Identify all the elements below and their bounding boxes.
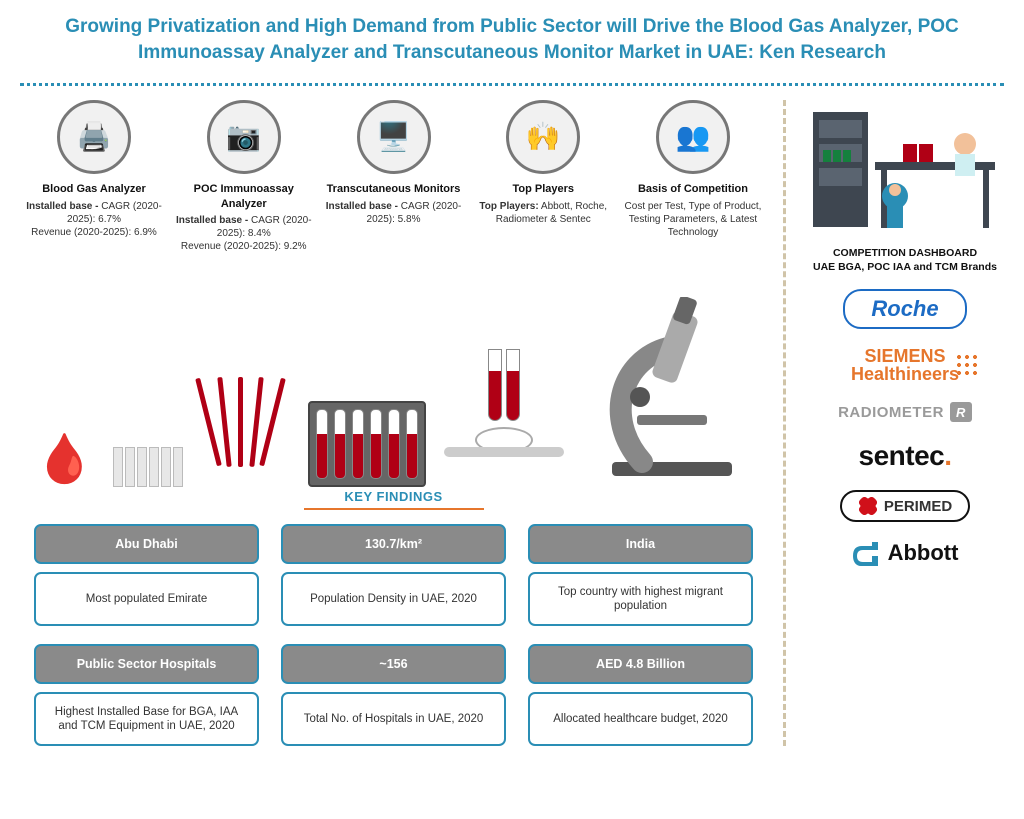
findings-grid: Abu Dhabi Most populated Emirate 130.7/k… [16, 524, 771, 746]
finding-headline: AED 4.8 Billion [528, 644, 753, 684]
icon-card-bga: 🖨️ Blood Gas Analyzer Installed base - C… [22, 100, 166, 253]
brand-perimed: PERIMED [840, 490, 970, 522]
microscope-icon [582, 297, 752, 487]
icon-card-poc: 📷 POC Immunoassay Analyzer Installed bas… [172, 100, 316, 253]
icon-row: 🖨️ Blood Gas Analyzer Installed base - C… [16, 100, 771, 253]
blood-cells-icon: 🩸 [35, 430, 95, 487]
finding-detail: Allocated healthcare budget, 2020 [528, 692, 753, 746]
finding-headline: Abu Dhabi [34, 524, 259, 564]
perimed-mark-icon [858, 496, 878, 516]
finding-detail: Most populated Emirate [34, 572, 259, 626]
brand-siemens: SIEMENS Healthineers [851, 347, 959, 385]
icon-title: POC Immunoassay Analyzer [172, 182, 316, 211]
icon-sub2: Revenue (2020-2025): 9.2% [172, 240, 316, 253]
icon-card-players: 🙌 Top Players Top Players: Abbott, Roche… [471, 100, 615, 253]
lab-illustration: 🩸 [16, 263, 771, 493]
brand-sentec: sentec. [859, 440, 952, 472]
pipettor-icon [444, 447, 564, 457]
finding-detail: Population Density in UAE, 2020 [281, 572, 506, 626]
dashboard-title: COMPETITION DASHBOARD UAE BGA, POC IAA a… [813, 247, 997, 274]
dotted-divider [20, 83, 1004, 86]
brand-roche: Roche [843, 289, 966, 329]
tubes-icon [488, 349, 520, 421]
icon-sub2: Revenue (2020-2025): 6.9% [22, 226, 166, 239]
radiometer-mark-icon: R [950, 402, 972, 422]
kf-underline [304, 508, 484, 510]
abbott-mark-icon [852, 540, 880, 566]
tcm-icon: 🖥️ [357, 100, 431, 174]
icon-title: Transcutaneous Monitors [322, 182, 466, 196]
page-title: Growing Privatization and High Demand fr… [0, 0, 1024, 75]
finding-headline: Public Sector Hospitals [34, 644, 259, 684]
multipipette-icon [200, 377, 290, 487]
main-wrapper: 🖨️ Blood Gas Analyzer Installed base - C… [0, 100, 1024, 746]
icon-sub: Top Players: Abbott, Roche, Radiometer &… [471, 200, 615, 226]
brand-list: Roche SIEMENS Healthineers RADIOMETER R … [802, 289, 1008, 567]
icon-sub: Installed base - CAGR (2020-2025): 8.4% [172, 214, 316, 240]
brand-radiometer: RADIOMETER R [838, 402, 972, 422]
finding-detail: Highest Installed Base for BGA, IAA and … [34, 692, 259, 746]
finding-density: 130.7/km² Population Density in UAE, 202… [281, 524, 506, 626]
competition-icon: 👥 [656, 100, 730, 174]
icon-sub: Installed base - CAGR (2020-2025): 6.7% [22, 200, 166, 226]
icon-title: Basis of Competition [621, 182, 765, 196]
finding-headline: ~156 [281, 644, 506, 684]
icon-card-tcm: 🖥️ Transcutaneous Monitors Installed bas… [322, 100, 466, 253]
finding-budget: AED 4.8 Billion Allocated healthcare bud… [528, 644, 753, 746]
left-panel: 🖨️ Blood Gas Analyzer Installed base - C… [16, 100, 771, 746]
finding-abudhabi: Abu Dhabi Most populated Emirate [34, 524, 259, 626]
finding-detail: Top country with highest migrant populat… [528, 572, 753, 626]
wells-icon [113, 447, 183, 487]
finding-detail: Total No. of Hospitals in UAE, 2020 [281, 692, 506, 746]
icon-sub: Cost per Test, Type of Product, Testing … [621, 200, 765, 239]
icon-title: Top Players [471, 182, 615, 196]
lab-scene-icon [805, 104, 1005, 239]
icon-card-competition: 👥 Basis of Competition Cost per Test, Ty… [621, 100, 765, 253]
icon-title: Blood Gas Analyzer [22, 182, 166, 196]
poc-icon: 📷 [207, 100, 281, 174]
finding-india: India Top country with highest migrant p… [528, 524, 753, 626]
players-icon: 🙌 [506, 100, 580, 174]
icon-sub: Installed base - CAGR (2020-2025): 5.8% [322, 200, 466, 226]
finding-headline: 130.7/km² [281, 524, 506, 564]
bga-icon: 🖨️ [57, 100, 131, 174]
tube-rack-icon [308, 401, 426, 487]
finding-hospitals-count: ~156 Total No. of Hospitals in UAE, 2020 [281, 644, 506, 746]
brand-abbott: Abbott [852, 540, 959, 566]
finding-public-hospitals: Public Sector Hospitals Highest Installe… [34, 644, 259, 746]
finding-headline: India [528, 524, 753, 564]
right-panel: COMPETITION DASHBOARD UAE BGA, POC IAA a… [783, 100, 1008, 746]
